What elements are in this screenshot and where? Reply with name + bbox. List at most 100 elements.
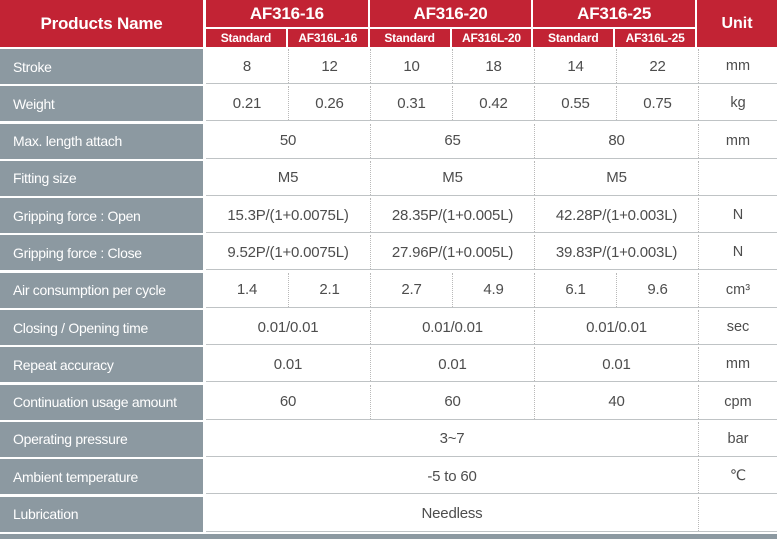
row-cells: 0.01/0.01 0.01/0.01 0.01/0.01 [206,310,698,345]
unit-cell: cm³ [698,272,777,307]
table-header: Products Name AF316-16 Standard AF316L-16 A… [0,0,777,47]
row-cells: 0.01 0.01 0.01 [206,347,698,382]
variant-header: Standard [369,29,450,47]
row-label: Ambient temperature [0,459,203,495]
table-row: Weight 0.21 0.26 0.31 0.42 0.55 0.75 kg [0,86,777,122]
table-row: Stroke 8 12 10 18 14 22 mm [0,49,777,84]
row-cells: 60 60 40 [206,384,698,419]
table-body: Stroke 8 12 10 18 14 22 mm Weight 0.21 0.26 0.31 0.4… [0,49,777,532]
unit-cell [698,496,777,531]
products-name-header: Products Name [0,0,203,47]
row-right: M5 M5 M5 [206,160,777,196]
row-cells: 3~7 [206,422,698,456]
variant-header: Standard [533,29,614,47]
spec-cell: 22 [616,49,698,83]
table-row: Fitting size M5 M5 M5 [0,160,777,196]
spec-cell: 65 [370,123,534,158]
row-cells: -5 to 60 [206,459,698,493]
spec-cell: 8 [242,57,252,75]
row-label: Closing / Opening time [0,310,203,346]
spec-cell: 18 [452,49,534,83]
row-right: Needless [206,496,777,532]
unit-cell: mm [698,49,777,83]
spec-cell: 0.42 [452,86,534,121]
unit-cell: ℃ [698,459,777,494]
sub-header-row: Standard AF316L-20 [369,29,532,47]
spec-cell: 6.1 [534,272,616,307]
spec-cell: 0.01/0.01 [370,310,534,345]
row-label: Weight [0,86,203,122]
spec-cell: M5 [534,160,698,195]
row-cells: 15.3P/(1+0.0075L) 28.35P/(1+0.005L) 42.28P… [206,198,698,233]
table-row: Continuation usage amount 60 60 40 cpm [0,384,777,420]
product-name: AF316-25 [533,0,696,27]
row-right: 0.01 0.01 0.01 mm [206,347,777,383]
product-group-header: AF316-20 Standard AF316L-20 [369,0,532,47]
row-label: Gripping force : Close [0,235,203,271]
spec-cell: 2.1 [288,272,370,307]
row-cells: 0.21 0.26 0.31 0.42 0.55 0.75 [206,86,698,121]
row-right: 8 12 10 18 14 22 mm [206,49,777,84]
spec-cell: 0.01/0.01 [257,318,319,336]
table-row: Lubrication Needless [0,496,777,532]
row-right: 1.4 2.1 2.7 4.9 6.1 9.6 cm³ [206,272,777,308]
unit-cell: N [698,198,777,233]
bottom-bar [0,533,777,539]
table-row: Air consumption per cycle 1.4 2.1 2.7 4.9 6.1… [0,272,777,308]
spec-cell: -5 to 60 [427,467,477,485]
table-row: Max. length attach 50 65 80 mm [0,123,777,159]
product-group-header: AF316-16 Standard AF316L-16 [206,0,368,47]
unit-cell: mm [698,347,777,382]
spec-cell: 40 [534,384,698,419]
spec-cell: 60 [370,384,534,419]
product-name: AF316-16 [206,0,368,27]
row-right: 9.52P/(1+0.0075L) 27.96P/(1+0.005L) 39.83P… [206,235,777,271]
row-right: 0.21 0.26 0.31 0.42 0.55 0.75 kg [206,86,777,122]
spec-cell: 0.55 [534,86,616,121]
spec-cell: 15.3P/(1+0.0075L) [227,206,349,224]
unit-cell: sec [698,310,777,345]
spec-cell: 39.83P/(1+0.003L) [534,235,698,270]
row-cells: 8 12 10 18 14 22 [206,49,698,83]
product-group-headers: AF316-16 Standard AF316L-16 AF316-20 Standar… [206,0,696,47]
spec-cell: 0.01/0.01 [534,310,698,345]
product-name: AF316-20 [369,0,532,27]
variant-header: AF316L-25 [615,29,696,47]
unit-cell: mm [698,123,777,158]
spec-cell: 0.26 [288,86,370,121]
table-row: Gripping force : Open 15.3P/(1+0.0075L) 28… [0,198,777,234]
spec-cell: 14 [534,49,616,83]
sub-header-row: Standard AF316L-16 [206,29,368,47]
spec-cell: M5 [277,169,299,187]
row-right: 60 60 40 cpm [206,384,777,420]
table-row: Ambient temperature -5 to 60 ℃ [0,459,777,495]
spec-cell: 12 [288,49,370,83]
spec-cell: 50 [279,132,297,150]
row-right: 50 65 80 mm [206,123,777,159]
spec-cell: 42.28P/(1+0.003L) [534,198,698,233]
spec-cell: 60 [279,393,297,411]
spec-cell: 9.52P/(1+0.0075L) [227,243,349,261]
spec-cell: 4.9 [452,272,534,307]
row-label: Continuation usage amount [0,384,203,420]
spec-cell: 28.35P/(1+0.005L) [370,198,534,233]
row-label: Max. length attach [0,123,203,159]
spec-cell: 1.4 [236,281,258,299]
row-label: Operating pressure [0,421,203,457]
product-group-header: AF316-25 Standard AF316L-25 [533,0,696,47]
spec-cell: Needless [421,505,483,523]
row-cells: Needless [206,497,698,531]
spec-cell: 0.01 [534,347,698,382]
unit-cell: bar [698,421,777,456]
spec-cell: 0.21 [232,94,262,112]
row-label: Fitting size [0,160,203,196]
sub-header-row: Standard AF316L-25 [533,29,696,47]
table-row: Operating pressure 3~7 bar [0,421,777,457]
table-row: Gripping force : Close 9.52P/(1+0.0075L) 2… [0,235,777,271]
row-right: -5 to 60 ℃ [206,459,777,495]
row-label: Air consumption per cycle [0,272,203,308]
spec-cell: 9.6 [616,272,698,307]
spec-cell: 2.7 [370,272,452,307]
unit-cell: N [698,235,777,270]
